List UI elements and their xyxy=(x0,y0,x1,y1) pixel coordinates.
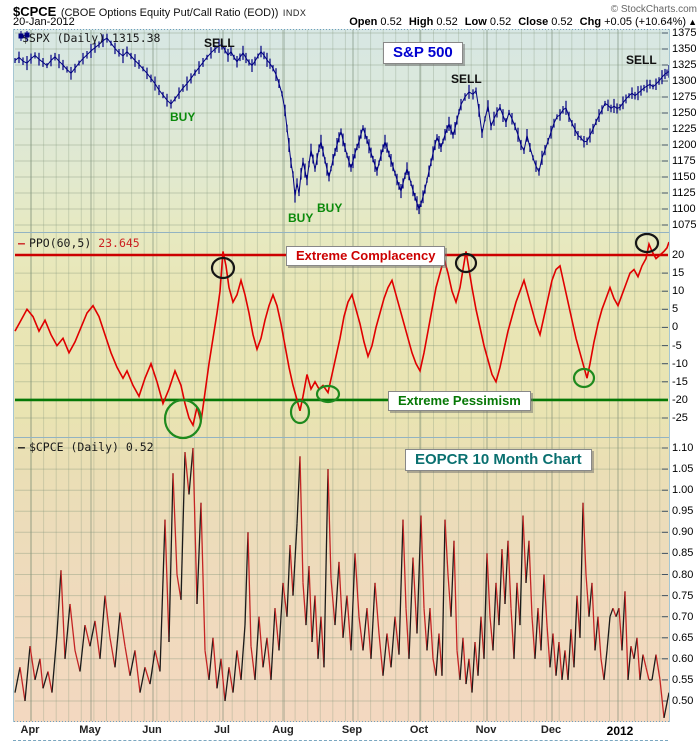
y-axis-label: 1275 xyxy=(672,91,697,103)
y-axis-label: 0.80 xyxy=(672,569,694,581)
signal-circle-annotation xyxy=(634,232,660,254)
chart-canvas xyxy=(14,29,669,722)
spx-legend: $SPX (Daily) 1315.38 xyxy=(18,31,160,45)
ppo-series xyxy=(14,241,669,428)
y-axis-label: 15 xyxy=(672,267,685,279)
y-axis-label: 1150 xyxy=(672,171,696,183)
quote-value: 0.52 xyxy=(377,16,402,28)
y-axis-label: 1100 xyxy=(672,203,696,215)
cpce-legend-label: $CPCE (Daily) 0.52 xyxy=(28,440,154,454)
y-axis-label: 1200 xyxy=(672,139,697,151)
quote-label: Open xyxy=(349,16,378,28)
y-axis-label: 0.65 xyxy=(672,632,694,644)
y-axis-label: 0.90 xyxy=(672,526,694,538)
y-axis-label: 1350 xyxy=(672,43,697,55)
x-axis-label: Apr xyxy=(20,724,40,736)
x-axis-label: Dec xyxy=(540,724,562,736)
cpce-legend: — $CPCE (Daily) 0.52 xyxy=(18,440,154,454)
symbol-name: (CBOE Options Equity Put/Call Ratio (EOD… xyxy=(60,7,279,19)
ppo-line-swatch: — xyxy=(18,236,25,250)
x-axis-label: Aug xyxy=(272,724,294,736)
sell-annotation: SELL xyxy=(204,36,235,50)
y-axis-label: 1225 xyxy=(672,123,697,135)
x-axis-label: Sep xyxy=(341,724,363,736)
copyright-notice: © StockCharts.com xyxy=(610,4,697,15)
y-axis-label: -20 xyxy=(672,394,688,406)
cpce-line-swatch: — xyxy=(18,440,25,454)
y-axis-label: 1375 xyxy=(672,27,697,39)
sell-annotation: SELL xyxy=(451,72,482,86)
y-axis-label: 0.60 xyxy=(672,653,694,665)
y-axis-label: 1.10 xyxy=(672,442,694,454)
y-axis-label: 0.55 xyxy=(672,674,694,686)
quote-value: 0.52 xyxy=(433,16,458,28)
y-axis-label: 0.95 xyxy=(672,505,694,517)
extreme-complacency-label-box: Extreme Complacency xyxy=(286,246,446,266)
y-axis-label: -15 xyxy=(672,376,688,388)
y-axis-label: 20 xyxy=(672,249,685,261)
y-axis-label: 5 xyxy=(672,303,679,315)
signal-circle-annotation xyxy=(572,367,596,389)
chart-date: 20-Jan-2012 xyxy=(13,16,75,28)
signal-circle-annotation xyxy=(163,398,203,440)
spx-series xyxy=(14,33,669,215)
ppo-legend-value: 23.645 xyxy=(98,236,140,250)
y-axis-label: 1300 xyxy=(672,75,697,87)
signal-circle-annotation xyxy=(454,252,478,274)
y-axis-label: 1075 xyxy=(672,219,697,231)
x-axis-label: Jul xyxy=(214,724,230,736)
header: $CPCE (CBOE Options Equity Put/Call Rati… xyxy=(13,3,697,21)
y-axis-label: -25 xyxy=(672,412,688,424)
y-axis-label: 0.75 xyxy=(672,590,694,602)
y-axis-label: -5 xyxy=(672,340,682,352)
change-arrow-icon: ▲ xyxy=(688,17,697,27)
x-axis-label: 2012 xyxy=(606,724,634,738)
signal-circle-annotation xyxy=(315,384,341,404)
y-axis-label: 1125 xyxy=(672,187,696,199)
y-axis-label: 1.00 xyxy=(672,484,694,496)
x-axis-label: Oct xyxy=(409,724,429,736)
eopcr-title-box: EOPCR 10 Month Chart xyxy=(405,449,592,472)
y-axis-label: 1250 xyxy=(672,107,697,119)
signal-circle-annotation xyxy=(210,256,236,280)
symbol-ticker: $CPCE xyxy=(13,4,57,19)
ohlc-quote-strip: Open 0.52 High 0.52 Low 0.52 Close 0.52 Chg … xyxy=(342,16,697,28)
quote-label: Low xyxy=(464,16,487,28)
y-axis-label: 1.05 xyxy=(672,463,694,475)
quote-label: High xyxy=(408,16,434,28)
y-axis-label: 10 xyxy=(672,285,685,297)
chart-frame: $SPX (Daily) 1315.38 — PPO(60,5) 23.645 —… xyxy=(13,29,670,722)
cpce-series xyxy=(14,447,669,719)
bottom-tick-row xyxy=(13,740,668,741)
quote-value: 0.52 xyxy=(486,16,512,28)
x-axis-label: Nov xyxy=(475,724,497,736)
ppo-legend: — PPO(60,5) 23.645 xyxy=(18,236,140,250)
quote-label: Close xyxy=(518,16,549,28)
y-axis-label: 1325 xyxy=(672,59,697,71)
ppo-legend-label: PPO(60,5) xyxy=(28,236,92,250)
y-axis-label: 0.50 xyxy=(672,695,694,707)
y-axis-label: 0.85 xyxy=(672,547,694,559)
buy-annotation: BUY xyxy=(317,201,343,215)
extreme-pessimism-label-box: Extreme Pessimism xyxy=(388,391,531,411)
buy-annotation: BUY xyxy=(288,211,314,225)
y-axis-label: 0 xyxy=(672,321,679,333)
x-axis-label: Jun xyxy=(142,724,162,736)
quote-value: +0.05 (+10.64%) xyxy=(601,16,687,28)
sp500-title-box: S&P 500 xyxy=(383,42,463,65)
quote-value: 0.52 xyxy=(548,16,573,28)
y-axis-label: -10 xyxy=(672,358,688,370)
x-axis-label: May xyxy=(79,724,101,736)
sell-annotation: SELL xyxy=(626,53,657,67)
quote-label: Chg xyxy=(579,16,602,28)
y-axis-label: 0.70 xyxy=(672,611,694,623)
spx-legend-label: $SPX (Daily) 1315.38 xyxy=(22,31,161,45)
y-axis-label: 1175 xyxy=(672,155,696,167)
exchange-tag: INDX xyxy=(282,8,307,18)
buy-annotation: BUY xyxy=(170,110,196,124)
signal-circle-annotation xyxy=(289,399,311,425)
